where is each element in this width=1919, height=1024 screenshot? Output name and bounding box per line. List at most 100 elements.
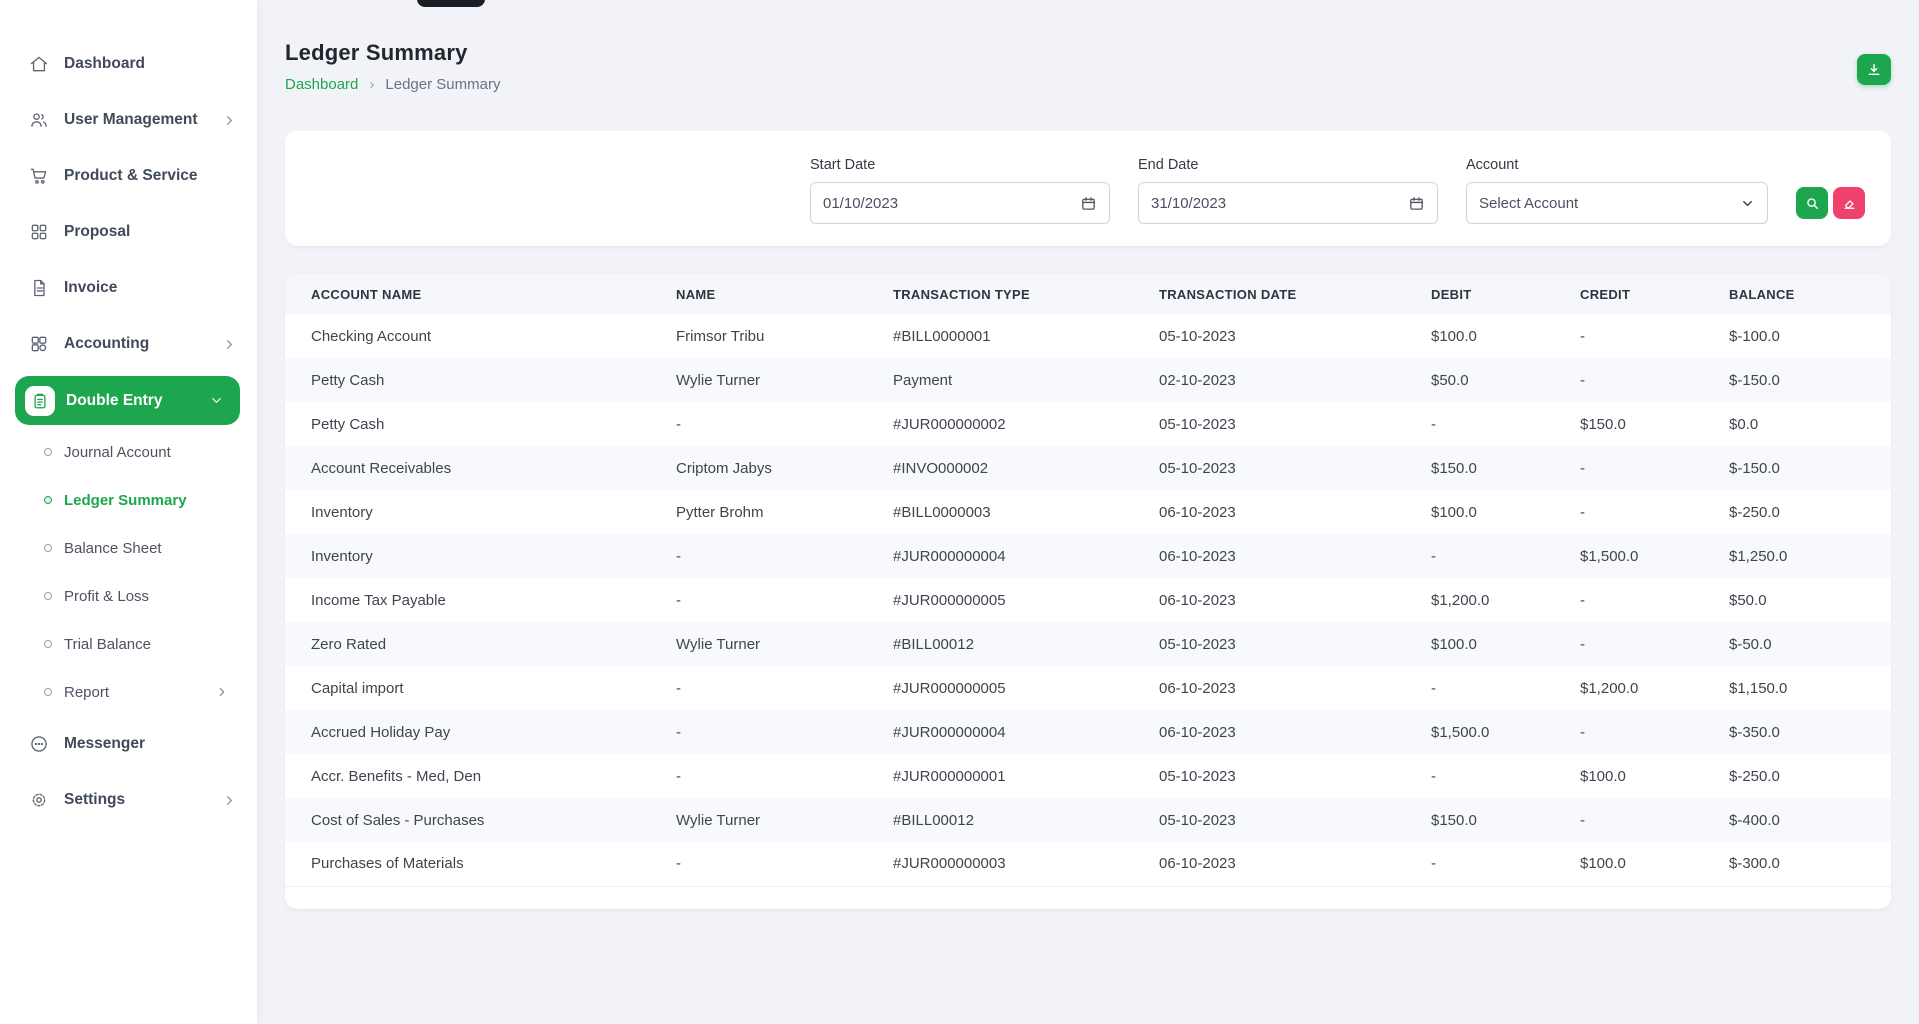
cell-transaction-date: 06-10-2023	[1159, 503, 1236, 521]
sidebar-item-label: Dashboard	[64, 55, 145, 72]
table-row[interactable]: Accr. Benefits - Med, Den - #JUR00000000…	[285, 754, 1891, 798]
cell-account-name: Inventory	[311, 503, 373, 521]
document-icon	[27, 278, 51, 298]
download-button[interactable]	[1857, 54, 1891, 85]
breadcrumb-dashboard-link[interactable]: Dashboard	[285, 76, 359, 93]
cell-transaction-date: 05-10-2023	[1159, 811, 1236, 829]
reset-button[interactable]	[1833, 187, 1865, 219]
grid-icon	[27, 222, 51, 242]
cell-balance: $-250.0	[1729, 503, 1780, 521]
cell-transaction-date: 05-10-2023	[1159, 635, 1236, 653]
cell-debit: -	[1431, 679, 1436, 697]
sidebar-item-double-entry[interactable]: Double Entry	[15, 376, 240, 425]
calendar-icon[interactable]	[1408, 195, 1425, 212]
cell-balance: $-150.0	[1729, 459, 1780, 477]
chevron-down-icon	[209, 393, 224, 408]
cell-account-name: Cost of Sales - Purchases	[311, 811, 485, 829]
cell-account-name: Inventory	[311, 547, 373, 565]
table-row[interactable]: Accrued Holiday Pay - #JUR000000004 06-1…	[285, 710, 1891, 754]
account-select-value: Select Account	[1479, 194, 1579, 212]
end-date-label: End Date	[1138, 157, 1199, 173]
cell-transaction-type: #JUR000000005	[893, 679, 1006, 697]
sidebar-subitem-balance-sheet[interactable]: Balance Sheet	[0, 524, 257, 572]
table-row[interactable]: Account Receivables Criptom Jabys #INVO0…	[285, 446, 1891, 490]
eraser-icon	[1842, 196, 1857, 211]
chevron-right-icon	[222, 793, 237, 808]
cell-name: -	[676, 415, 681, 433]
cell-balance: $-150.0	[1729, 371, 1780, 389]
table-header: ACCOUNT NAME NAME TRANSACTION TYPE TRANS…	[285, 274, 1891, 314]
sidebar-subitem-label: Report	[64, 683, 110, 701]
sidebar-subitem-label: Journal Account	[64, 443, 171, 461]
cell-debit: $100.0	[1431, 503, 1477, 521]
sidebar-item-user-management[interactable]: User Management	[0, 92, 257, 148]
search-icon	[1805, 196, 1820, 211]
cell-balance: $-300.0	[1729, 855, 1780, 873]
sidebar-item-settings[interactable]: Settings	[0, 772, 257, 828]
end-date-input[interactable]: 31/10/2023	[1138, 182, 1438, 224]
search-button[interactable]	[1796, 187, 1828, 219]
bullet-icon	[44, 448, 52, 456]
breadcrumb-separator-icon: ›	[369, 76, 375, 93]
filter-panel: Start Date 01/10/2023 End Date 31/10/202…	[285, 131, 1891, 246]
cell-transaction-date: 02-10-2023	[1159, 371, 1236, 389]
account-field: Account Select Account	[1466, 157, 1768, 224]
cell-name: -	[676, 679, 681, 697]
chevron-right-icon	[222, 113, 237, 128]
sidebar-item-proposal[interactable]: Proposal	[0, 204, 257, 260]
table-row[interactable]: Checking Account Frimsor Tribu #BILL0000…	[285, 314, 1891, 358]
cell-balance: $1,150.0	[1729, 679, 1788, 697]
start-date-field: Start Date 01/10/2023	[810, 157, 1110, 224]
sidebar-subitem-journal-account[interactable]: Journal Account	[0, 428, 257, 476]
cell-credit: -	[1580, 503, 1585, 521]
chevron-right-icon	[215, 685, 229, 699]
breadcrumb: Dashboard › Ledger Summary	[285, 76, 500, 93]
table-row[interactable]: Income Tax Payable - #JUR000000005 06-10…	[285, 578, 1891, 622]
cell-transaction-date: 05-10-2023	[1159, 459, 1236, 477]
table-row[interactable]: Purchases of Materials - #JUR000000003 0…	[285, 842, 1891, 886]
cell-account-name: Account Receivables	[311, 459, 452, 477]
table-row[interactable]: Inventory - #JUR000000004 06-10-2023 - $…	[285, 534, 1891, 578]
cell-debit: $150.0	[1431, 459, 1477, 477]
column-transaction-type: TRANSACTION TYPE	[867, 274, 1133, 314]
sidebar-item-invoice[interactable]: Invoice	[0, 260, 257, 316]
end-date-value: 31/10/2023	[1151, 194, 1227, 212]
table-row[interactable]: Petty Cash - #JUR000000002 05-10-2023 - …	[285, 402, 1891, 446]
sidebar-item-dashboard[interactable]: Dashboard	[0, 36, 257, 92]
account-select[interactable]: Select Account	[1466, 182, 1768, 224]
cell-balance: $-50.0	[1729, 635, 1772, 653]
sidebar-subitem-report[interactable]: Report	[0, 668, 257, 716]
sidebar-subitem-trial-balance[interactable]: Trial Balance	[0, 620, 257, 668]
cell-name: -	[676, 591, 681, 609]
cell-credit: $1,500.0	[1580, 547, 1639, 565]
start-date-input[interactable]: 01/10/2023	[810, 182, 1110, 224]
sidebar-subitem-profit-loss[interactable]: Profit & Loss	[0, 572, 257, 620]
cell-balance: $0.0	[1729, 415, 1759, 433]
cell-account-name: Capital import	[311, 679, 404, 697]
cell-debit: $50.0	[1431, 371, 1469, 389]
column-credit: CREDIT	[1554, 274, 1703, 314]
cutoff-element	[417, 0, 485, 7]
sidebar-item-messenger[interactable]: Messenger	[0, 716, 257, 772]
cell-debit: $1,500.0	[1431, 723, 1490, 741]
cell-credit: -	[1580, 723, 1585, 741]
sidebar-item-product-service[interactable]: Product & Service	[0, 148, 257, 204]
sidebar-item-accounting[interactable]: Accounting	[0, 316, 257, 372]
sidebar-item-label: Messenger	[64, 735, 145, 752]
cell-credit: -	[1580, 811, 1585, 829]
cell-transaction-type: #JUR000000004	[893, 547, 1006, 565]
cell-transaction-date: 06-10-2023	[1159, 591, 1236, 609]
bullet-icon	[44, 640, 52, 648]
sidebar-subitem-ledger-summary[interactable]: Ledger Summary	[0, 476, 257, 524]
start-date-value: 01/10/2023	[823, 194, 899, 212]
table-row[interactable]: Cost of Sales - Purchases Wylie Turner #…	[285, 798, 1891, 842]
ledger-table: ACCOUNT NAME NAME TRANSACTION TYPE TRANS…	[285, 274, 1891, 887]
gear-icon	[27, 790, 51, 810]
table-row[interactable]: Inventory Pytter Brohm #BILL0000003 06-1…	[285, 490, 1891, 534]
table-row[interactable]: Capital import - #JUR000000005 06-10-202…	[285, 666, 1891, 710]
calendar-icon[interactable]	[1080, 195, 1097, 212]
cell-balance: $-400.0	[1729, 811, 1780, 829]
cell-transaction-date: 05-10-2023	[1159, 415, 1236, 433]
table-row[interactable]: Petty Cash Wylie Turner Payment 02-10-20…	[285, 358, 1891, 402]
table-row[interactable]: Zero Rated Wylie Turner #BILL00012 05-10…	[285, 622, 1891, 666]
